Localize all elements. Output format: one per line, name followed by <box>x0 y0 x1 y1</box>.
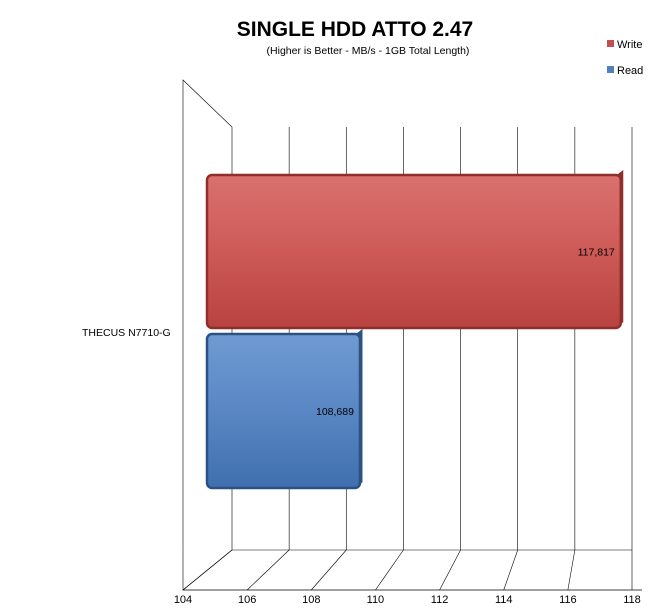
category-label: THECUS N7710-G <box>82 327 171 339</box>
bar-read: 108,689 <box>205 329 363 490</box>
floor-gridline <box>439 549 461 591</box>
floor-gridline <box>311 549 347 591</box>
x-tick-label: 108 <box>302 594 320 606</box>
bar-value-label: 108,689 <box>316 406 354 418</box>
bar-value-label: 117,817 <box>578 247 615 259</box>
floor-gridline <box>246 549 290 591</box>
bar-face <box>205 173 623 330</box>
chart-subtitle: (Higher is Better - MB/s - 1GB Total Len… <box>267 45 470 57</box>
x-tick-label: 112 <box>431 594 449 606</box>
floor-gridline <box>375 549 404 591</box>
bar-face <box>205 332 362 490</box>
bar-write: 117,817 <box>205 170 624 330</box>
x-tick-label: 106 <box>238 594 256 606</box>
floor-gridline <box>567 549 576 591</box>
floor-gridline <box>182 549 233 591</box>
floor-gridline <box>503 549 518 591</box>
legend-swatch-read <box>607 66 614 73</box>
legend-label-write: Write <box>617 39 642 51</box>
x-tick-label: 104 <box>174 594 192 606</box>
bars: 117,817 108,689 <box>205 170 624 490</box>
x-axis-ticks: 104 106 108 110 112 114 116 118 <box>174 594 641 606</box>
x-tick-label: 114 <box>495 594 513 606</box>
legend-label-read: Read <box>617 65 643 77</box>
legend-swatch-write <box>607 40 614 47</box>
x-tick-label: 116 <box>559 594 577 606</box>
x-tick-label: 110 <box>367 594 385 606</box>
legend: Write Read <box>607 39 643 77</box>
chart-title: SINGLE HDD ATTO 2.47 <box>237 18 474 41</box>
x-tick-label: 118 <box>623 594 641 606</box>
